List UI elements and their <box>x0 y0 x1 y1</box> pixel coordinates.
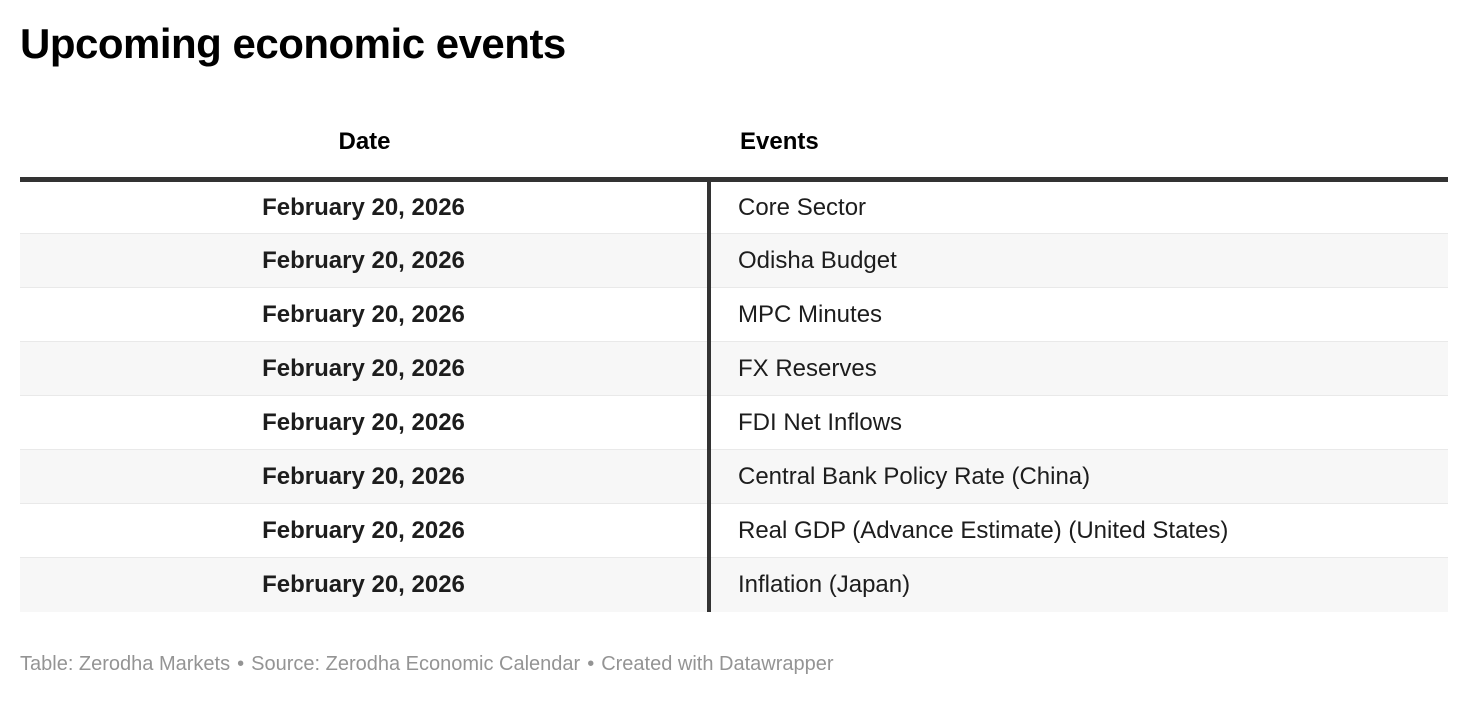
date-cell: February 20, 2026 <box>20 557 709 612</box>
event-cell: MPC Minutes <box>707 287 1448 342</box>
table-row: February 20, 2026 Inflation (Japan) <box>20 557 1448 612</box>
events-table: Date Events February 20, 2026 Core Secto… <box>20 70 1448 612</box>
table-row: February 20, 2026 MPC Minutes <box>20 287 1448 342</box>
chart-title: Upcoming economic events <box>20 20 566 67</box>
table-row: February 20, 2026 FDI Net Inflows <box>20 395 1448 450</box>
table-row: February 20, 2026 Core Sector <box>20 179 1448 234</box>
table-body: February 20, 2026 Core Sector February 2… <box>20 179 1448 612</box>
event-cell: FDI Net Inflows <box>707 395 1448 450</box>
date-cell: February 20, 2026 <box>20 341 709 396</box>
column-header-date: Date <box>20 70 709 182</box>
date-cell: February 20, 2026 <box>20 503 709 558</box>
date-cell: February 20, 2026 <box>262 193 465 221</box>
table-header: Date Events <box>20 70 1448 182</box>
datawrapper-table-page: Upcoming economic events Date Events Feb… <box>0 18 1468 676</box>
table-row: February 20, 2026 Central Bank Policy Ra… <box>20 449 1448 504</box>
date-cell: February 20, 2026 <box>20 395 709 450</box>
table-row: February 20, 2026 FX Reserves <box>20 341 1448 396</box>
attribution-footer: Table: Zerodha Markets • Source: Zerodha E… <box>20 652 1448 676</box>
datawrapper-credit-link[interactable]: Created with Datawrapper <box>601 652 834 675</box>
event-cell: Central Bank Policy Rate (China) <box>707 449 1448 504</box>
table-row: February 20, 2026 Odisha Budget <box>20 233 1448 288</box>
table-credit: Table: Zerodha Markets <box>20 652 231 675</box>
event-cell: Odisha Budget <box>707 233 1448 288</box>
event-cell: FX Reserves <box>707 341 1448 396</box>
event-cell: Core Sector <box>707 179 1448 234</box>
header-row: Date Events <box>20 70 1448 182</box>
footer-separator: • <box>237 652 245 675</box>
date-cell: February 20, 2026 <box>20 233 709 288</box>
date-cell: February 20, 2026 <box>20 287 709 342</box>
column-header-events: Events <box>709 70 1448 182</box>
footer-separator: • <box>587 652 595 675</box>
source-credit: Source: Zerodha Economic Calendar <box>251 652 581 675</box>
event-cell: Real GDP (Advance Estimate) (United Stat… <box>707 503 1448 558</box>
date-cell: February 20, 2026 <box>20 449 709 504</box>
table-row: February 20, 2026 Real GDP (Advance Esti… <box>20 503 1448 558</box>
event-cell: Inflation (Japan) <box>707 557 1448 612</box>
